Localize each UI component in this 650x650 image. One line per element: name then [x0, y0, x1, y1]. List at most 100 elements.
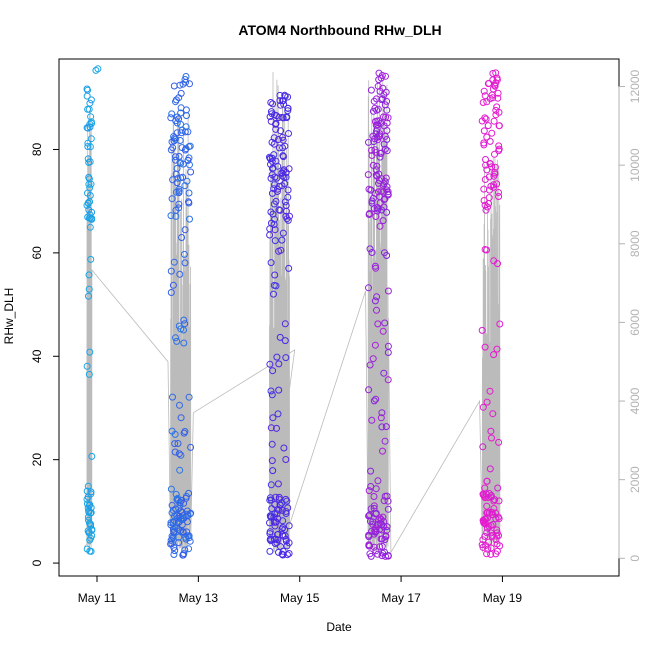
- data-point: [482, 161, 490, 169]
- data-point: [275, 114, 283, 121]
- data-point: [175, 450, 183, 458]
- data-point: [367, 186, 375, 194]
- data-point: [374, 550, 382, 558]
- data-point: [481, 92, 489, 100]
- data-point: [372, 509, 380, 517]
- data-point: [379, 447, 386, 455]
- data-point: [86, 184, 94, 192]
- data-point: [185, 393, 193, 401]
- data-point: [182, 106, 190, 114]
- data-point: [495, 193, 503, 200]
- data-point: [183, 507, 191, 515]
- data-point: [268, 457, 276, 465]
- data-point: [284, 104, 292, 112]
- data-point: [171, 547, 179, 555]
- data-point: [181, 146, 189, 154]
- data-point: [185, 545, 193, 553]
- data-point: [85, 206, 93, 214]
- y2-tick-label: 12000: [628, 70, 642, 104]
- data-point: [172, 490, 180, 498]
- data-point: [177, 451, 185, 459]
- data-point: [479, 443, 487, 451]
- data-point: [372, 171, 380, 179]
- data-point: [86, 547, 94, 555]
- data-point: [375, 117, 383, 125]
- data-point: [268, 154, 276, 162]
- data-point: [279, 152, 287, 160]
- data-point: [282, 456, 290, 463]
- data-point: [273, 510, 281, 518]
- data-point: [374, 82, 382, 90]
- data-point: [176, 401, 183, 409]
- data-point: [268, 440, 276, 448]
- data-point: [87, 118, 95, 126]
- data-point: [184, 156, 192, 164]
- data-point: [280, 100, 288, 108]
- data-point: [489, 70, 497, 77]
- data-point: [177, 325, 185, 333]
- data-point: [479, 491, 487, 499]
- data-point: [371, 135, 379, 143]
- data-point: [270, 134, 278, 142]
- data-point: [266, 496, 274, 504]
- data-point: [83, 362, 91, 370]
- data-point: [372, 130, 380, 138]
- data-point: [384, 376, 392, 384]
- data-point: [181, 182, 189, 190]
- data-point: [171, 523, 179, 531]
- data-point: [489, 410, 497, 418]
- data-point: [284, 93, 292, 101]
- data-point: [171, 135, 179, 143]
- data-point: [284, 193, 292, 201]
- data-point: [478, 541, 486, 549]
- data-point: [378, 409, 386, 417]
- axes: May 11 May 13 May 15 May 17 May 190204060800…: [30, 70, 642, 605]
- data-point: [274, 530, 282, 538]
- data-point: [173, 119, 181, 127]
- data-point: [484, 80, 492, 88]
- data-point: [377, 414, 385, 422]
- data-point: [88, 526, 96, 533]
- data-point: [170, 528, 178, 536]
- data-point: [490, 183, 498, 191]
- data-point: [380, 122, 388, 130]
- data-point: [86, 519, 93, 527]
- data-point: [269, 467, 277, 475]
- data-point: [490, 181, 498, 189]
- data-point: [383, 523, 391, 531]
- data-point: [268, 110, 276, 118]
- data-point: [383, 106, 391, 114]
- data-point: [180, 339, 188, 347]
- data-point: [186, 215, 193, 223]
- x-tick-label: May 11: [78, 591, 117, 605]
- data-point: [493, 547, 501, 555]
- data-point: [281, 320, 289, 328]
- data-point: [382, 88, 390, 96]
- data-point: [282, 354, 290, 362]
- data-point: [271, 522, 279, 530]
- data-point: [171, 512, 178, 520]
- data-point: [383, 252, 391, 259]
- data-point: [275, 136, 282, 143]
- data-point: [185, 198, 192, 206]
- data-point: [491, 163, 499, 171]
- data-point: [278, 525, 286, 533]
- data-point: [177, 414, 185, 422]
- data-point: [179, 528, 187, 536]
- data-point: [175, 539, 183, 547]
- data-point: [281, 337, 289, 345]
- data-point: [372, 264, 380, 272]
- data-point: [168, 501, 176, 509]
- y-tick-label: 80: [30, 142, 44, 156]
- data-point: [85, 105, 93, 113]
- data-point: [174, 440, 182, 447]
- data-point: [168, 532, 176, 540]
- data-point: [367, 467, 375, 475]
- data-point: [172, 156, 179, 164]
- data-point: [272, 493, 280, 501]
- data-point: [275, 182, 283, 190]
- data-point: [365, 211, 373, 218]
- data-point: [480, 185, 488, 193]
- data-point: [486, 465, 494, 473]
- data-point: [490, 497, 498, 505]
